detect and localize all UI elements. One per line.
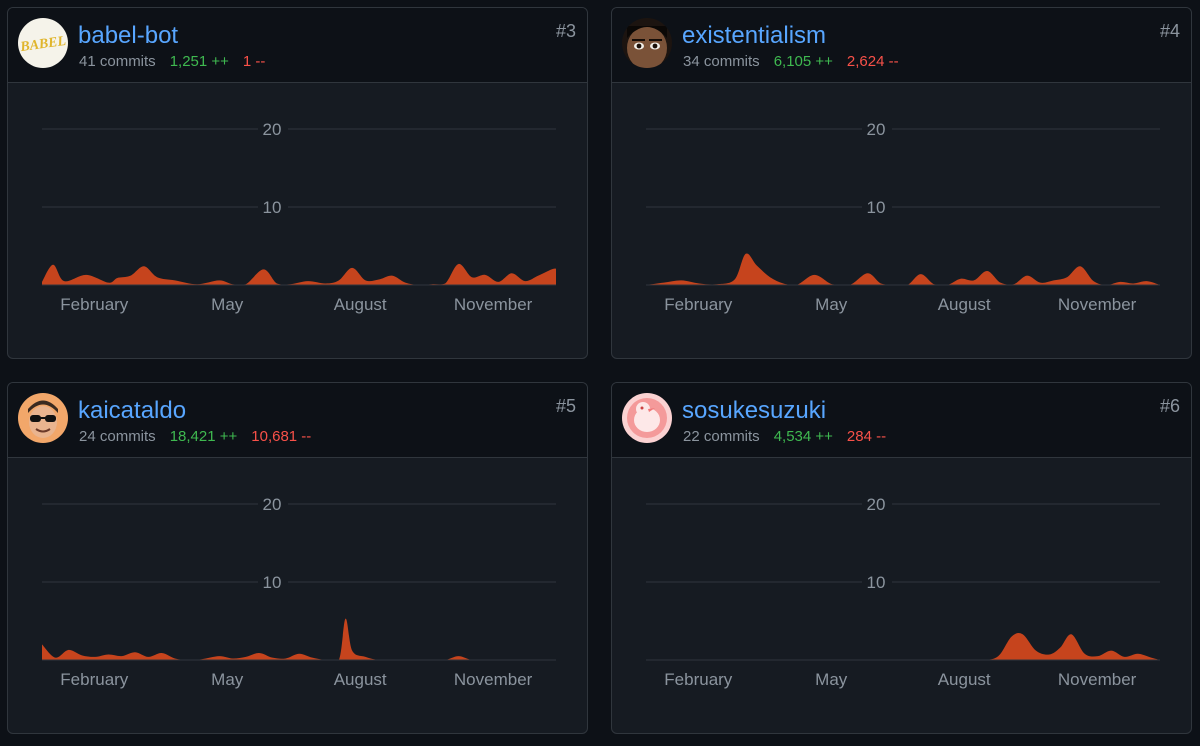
- x-tick-label: February: [664, 670, 733, 689]
- contribution-chart: 10 20 February May August November: [646, 494, 1160, 689]
- commit-count-link[interactable]: 34 commits: [683, 53, 760, 70]
- additions-count: 6,105 ++: [773, 53, 833, 70]
- cartoon-bird-icon[interactable]: [622, 393, 672, 443]
- contribution-stats: 41 commits 1,251 ++ 1 --: [79, 53, 279, 71]
- additions-count: 18,421 ++: [169, 428, 238, 445]
- y-tick-label: 20: [867, 120, 886, 139]
- commit-area-series: [646, 253, 1160, 285]
- x-tick-label: May: [815, 670, 848, 689]
- x-tick-label: May: [815, 295, 848, 314]
- deletions-count: 10,681 --: [251, 428, 312, 445]
- commit-count-link[interactable]: 24 commits: [79, 428, 156, 445]
- contribution-stats: 24 commits 18,421 ++ 10,681 --: [79, 428, 325, 446]
- username-link[interactable]: sosukesuzuki: [682, 397, 827, 424]
- x-tick-label: May: [211, 295, 244, 314]
- y-tick-label-bg: [258, 197, 288, 217]
- deletions-count: 1 --: [242, 53, 266, 70]
- contribution-chart: 10 20 February May August November: [42, 119, 556, 314]
- contributor-card: existentialism 34 commits 6,105 ++ 2,624 -…: [611, 7, 1192, 359]
- card-header: sosukesuzuki 22 commits 4,534 ++ 284 -- #6: [612, 383, 1191, 458]
- x-tick-label: August: [334, 295, 387, 314]
- x-tick-label: August: [334, 670, 387, 689]
- commit-area-series: [646, 633, 1160, 660]
- x-tick-label: August: [938, 670, 991, 689]
- commit-count-link[interactable]: 41 commits: [79, 53, 156, 70]
- commit-area-series: [42, 263, 556, 285]
- username-link[interactable]: babel-bot: [78, 22, 179, 49]
- rank-label: #3: [555, 21, 576, 41]
- commit-area-series: [42, 618, 556, 660]
- username-link[interactable]: kaicataldo: [78, 397, 187, 424]
- x-tick-label: February: [60, 670, 129, 689]
- x-tick-label: February: [60, 295, 129, 314]
- contributor-card: BABEL babel-bot 41 commits 1,251 ++ 1 -- #…: [7, 7, 588, 359]
- additions-count: 4,534 ++: [773, 428, 833, 445]
- x-tick-label: May: [211, 670, 244, 689]
- y-tick-label-bg: [862, 197, 892, 217]
- contribution-stats: 34 commits 6,105 ++ 2,624 --: [683, 53, 913, 71]
- y-tick-label-bg: [258, 119, 288, 139]
- x-tick-label: November: [454, 295, 533, 314]
- x-tick-label: February: [664, 295, 733, 314]
- card-header: existentialism 34 commits 6,105 ++ 2,624 -…: [612, 8, 1191, 83]
- face-sunglasses-icon[interactable]: [18, 393, 68, 443]
- card-header: BABEL babel-bot 41 commits 1,251 ++ 1 -- #…: [8, 8, 587, 83]
- y-tick-label-bg: [258, 572, 288, 592]
- x-tick-label: November: [1058, 670, 1137, 689]
- contribution-chart: 10 20 February May August November: [42, 494, 556, 689]
- commit-count-link[interactable]: 22 commits: [683, 428, 760, 445]
- additions-count: 1,251 ++: [169, 53, 229, 70]
- x-tick-label: August: [938, 295, 991, 314]
- y-tick-label: 20: [263, 495, 282, 514]
- y-tick-label-bg: [862, 494, 892, 514]
- deletions-count: 284 --: [846, 428, 887, 445]
- y-tick-label-bg: [862, 572, 892, 592]
- svg-text:BABEL: BABEL: [18, 34, 67, 55]
- y-tick-label: 20: [263, 120, 282, 139]
- y-tick-label: 10: [263, 198, 282, 217]
- rank-label: #6: [1159, 396, 1180, 416]
- contributor-card: sosukesuzuki 22 commits 4,534 ++ 284 -- #6…: [611, 382, 1192, 734]
- contributor-card: kaicataldo 24 commits 18,421 ++ 10,681 -- …: [7, 382, 588, 734]
- rank-label: #5: [555, 396, 576, 416]
- rank-label: #4: [1159, 21, 1180, 41]
- contribution-stats: 22 commits 4,534 ++ 284 --: [683, 428, 900, 446]
- x-tick-label: November: [454, 670, 533, 689]
- y-tick-label-bg: [258, 494, 288, 514]
- x-tick-label: November: [1058, 295, 1137, 314]
- y-tick-label: 20: [867, 495, 886, 514]
- face-photo-icon[interactable]: [622, 18, 672, 68]
- username-link[interactable]: existentialism: [682, 22, 827, 49]
- deletions-count: 2,624 --: [846, 53, 899, 70]
- y-tick-label: 10: [867, 573, 886, 592]
- y-tick-label-bg: [862, 119, 892, 139]
- card-header: kaicataldo 24 commits 18,421 ++ 10,681 -- …: [8, 383, 587, 458]
- y-tick-label: 10: [263, 573, 282, 592]
- y-tick-label: 10: [867, 198, 886, 217]
- contribution-chart: 10 20 February May August November: [646, 119, 1160, 314]
- babel-logo-icon[interactable]: BABEL: [18, 18, 68, 68]
